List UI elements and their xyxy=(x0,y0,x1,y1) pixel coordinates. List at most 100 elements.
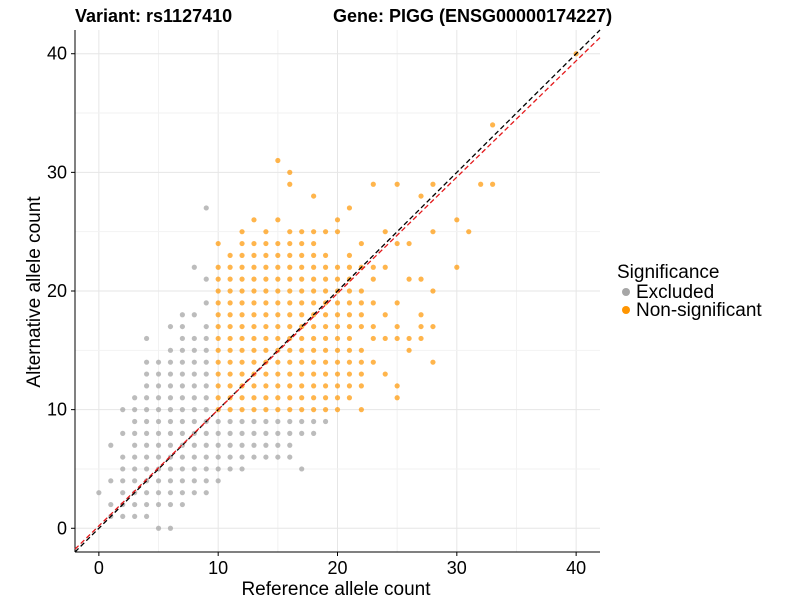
data-point-non-significant xyxy=(299,347,305,353)
data-point-non-significant xyxy=(215,335,221,342)
data-point-non-significant xyxy=(287,395,293,401)
data-point-excluded xyxy=(155,371,162,377)
data-point-excluded xyxy=(179,395,185,401)
data-point-excluded xyxy=(108,478,114,484)
data-point-excluded xyxy=(311,430,317,436)
data-point-non-significant xyxy=(466,229,472,235)
legend-label: Non-significant xyxy=(636,300,762,321)
data-point-excluded xyxy=(215,454,221,460)
data-point-non-significant xyxy=(299,335,305,342)
data-point-non-significant xyxy=(275,312,281,318)
data-point-excluded xyxy=(203,276,209,282)
data-point-excluded xyxy=(203,371,209,377)
data-point-non-significant xyxy=(311,371,317,377)
data-point-non-significant xyxy=(406,335,412,342)
data-point-non-significant xyxy=(251,312,257,318)
data-point-non-significant xyxy=(311,264,317,270)
legend-label: Excluded xyxy=(636,282,714,303)
data-point-non-significant xyxy=(239,395,245,401)
data-point-excluded xyxy=(132,466,138,472)
data-point-non-significant xyxy=(311,300,317,306)
data-point-non-significant xyxy=(275,359,281,365)
data-point-non-significant xyxy=(346,264,353,270)
data-point-non-significant xyxy=(334,217,341,223)
data-point-non-significant xyxy=(311,347,317,353)
data-point-non-significant xyxy=(275,240,281,247)
reference-lines xyxy=(74,29,601,553)
data-point-excluded xyxy=(167,442,174,448)
data-point-excluded xyxy=(132,430,138,436)
data-point-non-significant xyxy=(227,335,233,342)
data-point-excluded xyxy=(167,371,174,377)
data-point-excluded xyxy=(191,347,197,353)
data-point-non-significant xyxy=(478,181,484,187)
data-point-excluded xyxy=(215,478,221,484)
data-point-excluded xyxy=(191,466,197,472)
data-point-non-significant xyxy=(299,300,305,306)
data-point-non-significant xyxy=(322,288,329,294)
data-point-excluded xyxy=(167,347,174,353)
data-point-excluded xyxy=(132,478,138,484)
data-point-non-significant xyxy=(227,288,233,294)
data-point-non-significant xyxy=(322,383,329,389)
data-point-non-significant xyxy=(227,252,233,259)
data-point-excluded xyxy=(215,466,221,472)
y-tick-label: 40 xyxy=(47,44,67,64)
data-point-non-significant xyxy=(251,323,257,330)
data-point-non-significant xyxy=(215,395,221,401)
data-point-excluded xyxy=(179,418,185,425)
data-point-non-significant xyxy=(334,371,341,377)
data-point-excluded xyxy=(251,430,257,436)
data-point-excluded xyxy=(191,264,197,270)
data-point-non-significant xyxy=(263,300,269,306)
data-point-non-significant xyxy=(215,323,221,330)
data-point-non-significant xyxy=(287,407,293,413)
x-tick-label: 40 xyxy=(566,558,586,578)
axes xyxy=(71,30,600,556)
data-point-excluded xyxy=(203,347,209,353)
data-point-non-significant xyxy=(275,407,281,413)
data-point-excluded xyxy=(263,418,269,425)
data-point-non-significant xyxy=(251,264,257,270)
data-point-excluded xyxy=(143,454,150,460)
data-point-excluded xyxy=(120,430,126,436)
data-point-excluded xyxy=(227,418,233,425)
data-point-excluded xyxy=(203,478,209,484)
data-point-non-significant xyxy=(394,181,400,187)
data-point-non-significant xyxy=(346,312,353,318)
x-axis-title: Reference allele count xyxy=(241,579,431,600)
data-point-excluded xyxy=(275,442,281,448)
data-point-non-significant xyxy=(215,264,221,270)
data-point-excluded xyxy=(287,430,293,436)
data-point-non-significant xyxy=(251,359,257,365)
data-point-excluded xyxy=(155,454,162,460)
data-point-excluded xyxy=(191,371,197,377)
data-point-non-significant xyxy=(239,371,245,377)
data-point-excluded xyxy=(203,454,209,460)
data-point-excluded xyxy=(179,407,185,413)
data-point-non-significant xyxy=(275,288,281,294)
data-point-excluded xyxy=(299,430,305,436)
data-point-non-significant xyxy=(406,276,412,282)
data-point-non-significant xyxy=(311,193,317,199)
data-point-excluded xyxy=(167,525,174,531)
data-point-non-significant xyxy=(287,276,293,282)
data-point-non-significant xyxy=(299,229,305,235)
data-point-non-significant xyxy=(263,276,269,282)
data-point-excluded xyxy=(203,442,209,448)
y-tick-label: 30 xyxy=(47,162,67,182)
data-point-non-significant xyxy=(299,264,305,270)
data-point-excluded xyxy=(227,466,233,472)
data-point-non-significant xyxy=(227,300,233,306)
data-point-non-significant xyxy=(358,288,364,294)
data-point-non-significant xyxy=(287,371,293,377)
data-point-excluded xyxy=(275,430,281,436)
data-point-excluded xyxy=(143,466,150,472)
data-point-excluded xyxy=(191,442,197,448)
data-point-non-significant xyxy=(227,323,233,330)
data-point-excluded xyxy=(179,454,185,460)
data-point-excluded xyxy=(322,418,329,425)
data-point-non-significant xyxy=(382,264,388,270)
data-point-excluded xyxy=(132,501,138,508)
data-point-excluded xyxy=(120,407,126,413)
